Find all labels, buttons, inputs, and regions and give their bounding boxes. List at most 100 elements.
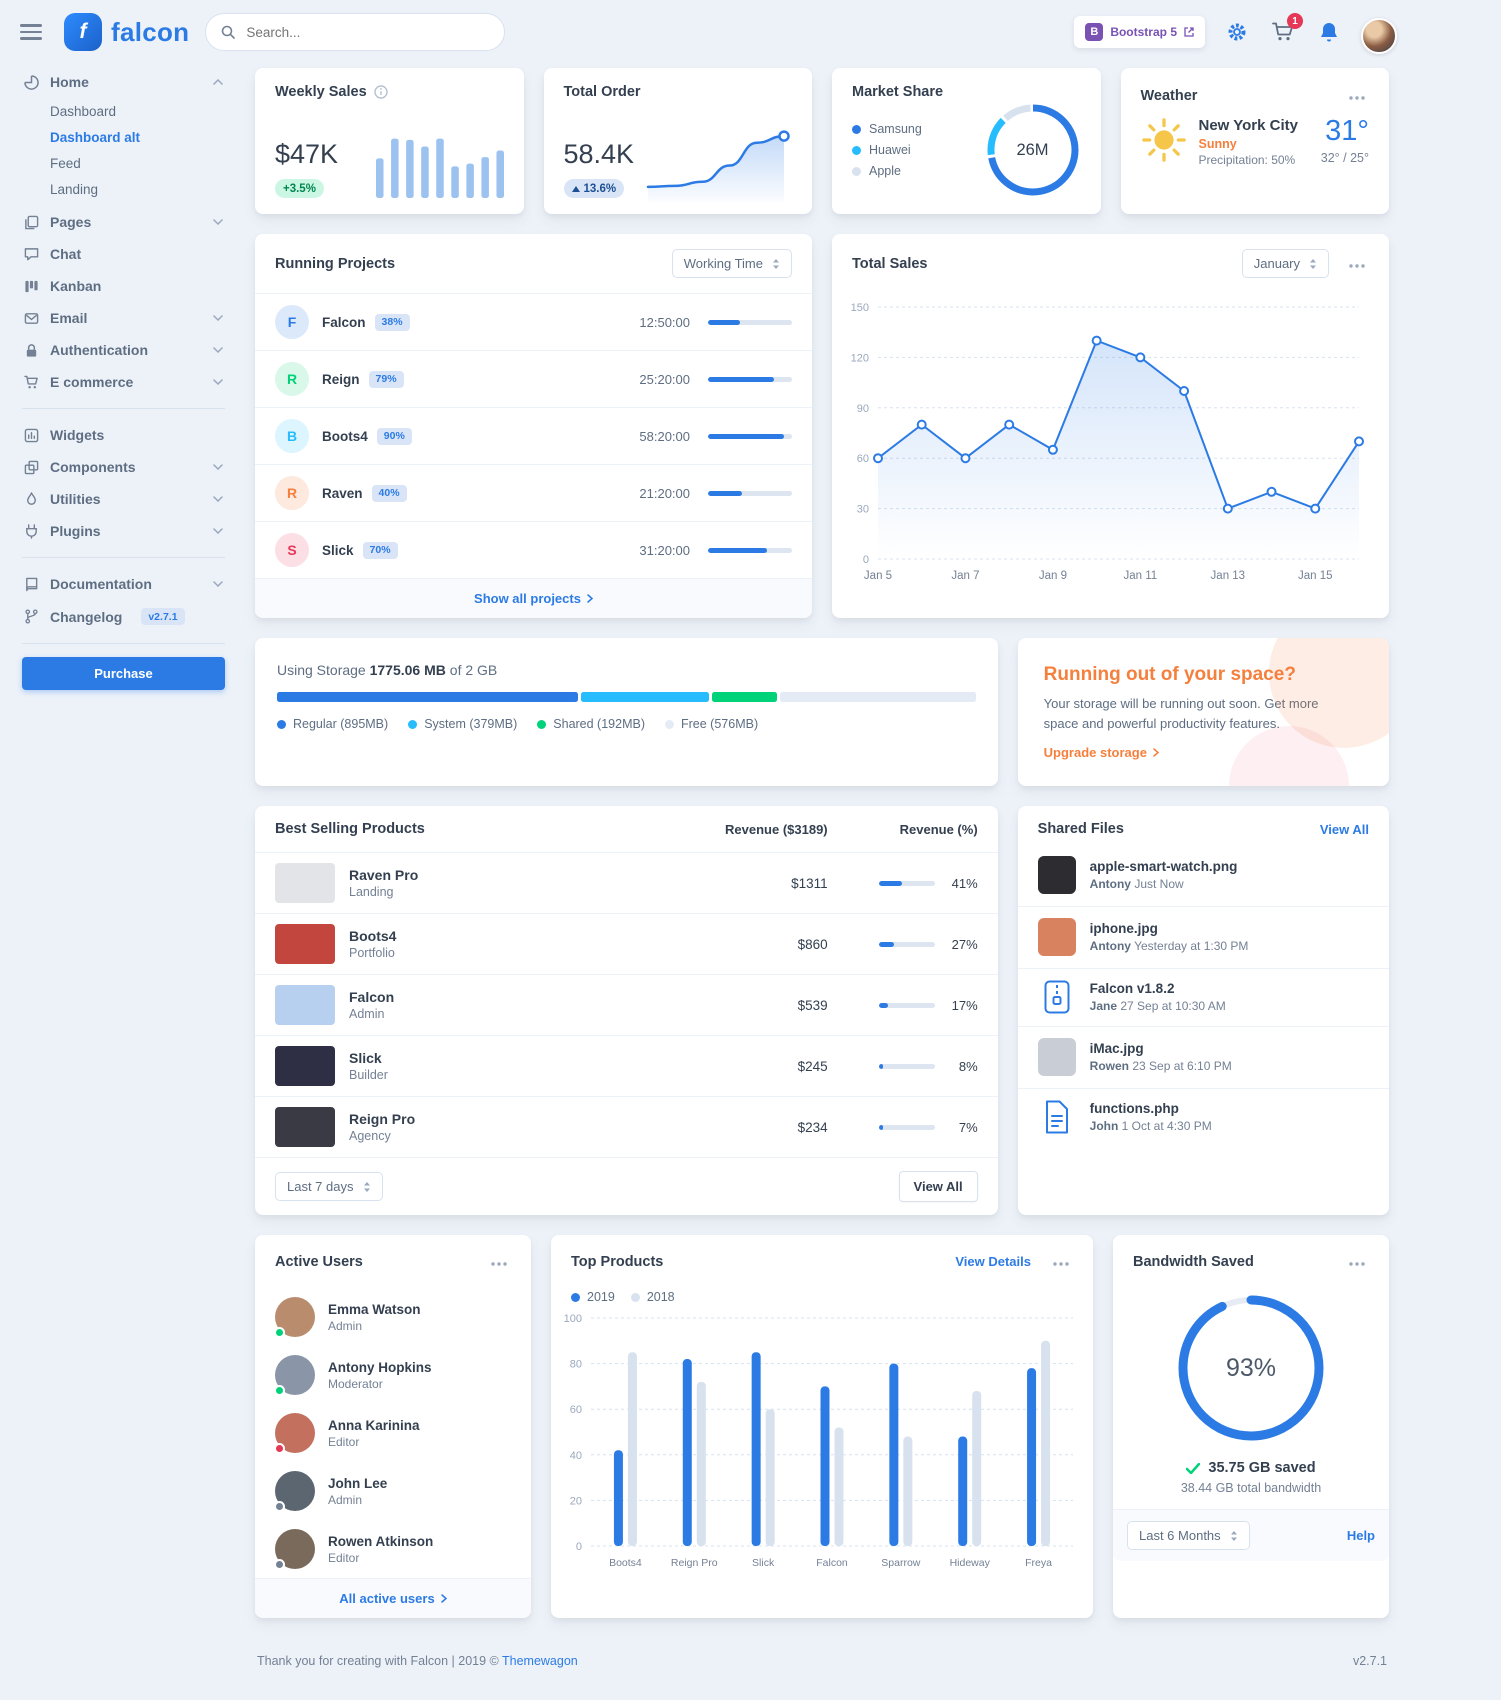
sidebar-item-dashboard-alt[interactable]: Dashboard alt [50, 129, 141, 145]
file-name-link[interactable]: Falcon v1.8.2 [1089, 981, 1175, 996]
month-select[interactable]: January [1241, 249, 1329, 278]
card-title: Bandwidth Saved [1133, 1253, 1254, 1270]
card-menu-button[interactable] [1345, 84, 1369, 107]
sidebar-item-feed[interactable]: Feed [50, 155, 81, 171]
sidebar-item-utilities[interactable]: Utilities [22, 483, 225, 515]
user-avatar [274, 1355, 315, 1396]
project-time: 12:50:00 [639, 314, 690, 330]
file-name-link[interactable]: iMac.jpg [1089, 1041, 1144, 1056]
user-row: Emma Watson Admin [255, 1288, 531, 1346]
project-name-link[interactable]: Falcon [322, 314, 366, 330]
show-all-projects-link[interactable]: Show all projects [255, 578, 812, 618]
bandwidth-percent: 93% [1225, 1353, 1277, 1382]
all-active-users-link[interactable]: All active users [255, 1578, 531, 1618]
file-name-link[interactable]: iphone.jpg [1089, 921, 1158, 936]
sidebar-item-authentication[interactable]: Authentication [22, 334, 225, 366]
svg-text:0: 0 [576, 1541, 582, 1553]
user-name-link[interactable]: Anna Karinina [328, 1417, 420, 1433]
sidebar-item-documentation[interactable]: Documentation [22, 568, 225, 600]
view-details-link[interactable]: View Details [955, 1254, 1031, 1269]
product-name-link[interactable]: Slick [349, 1050, 382, 1066]
legend-item: System (379MB) [408, 717, 517, 731]
product-name-link[interactable]: Falcon [349, 989, 395, 1005]
sidebar-item-pages[interactable]: Pages [22, 206, 225, 238]
project-name-link[interactable]: Raven [322, 485, 363, 501]
product-name-link[interactable]: Boots4 [349, 928, 397, 944]
brand-logo[interactable]: f falcon [64, 13, 189, 51]
profile-avatar-button[interactable] [1361, 18, 1397, 54]
upgrade-storage-link[interactable]: Upgrade storage [1044, 745, 1159, 760]
sidebar-item-changelog[interactable]: Changelog v2.7.1 [22, 600, 225, 633]
sidebar-item-plugins[interactable]: Plugins [22, 515, 225, 547]
running-projects-card: Running Projects Working Time F Falcon 38… [255, 234, 812, 618]
svg-text:80: 80 [570, 1359, 582, 1371]
project-progress-bar [708, 490, 792, 496]
themewagon-link[interactable]: Themewagon [502, 1654, 578, 1668]
search-input[interactable] [244, 23, 490, 41]
user-role: Editor [328, 1434, 360, 1449]
file-name-link[interactable]: functions.php [1089, 1101, 1179, 1116]
column-header-revenue: Revenue ($3189) [725, 821, 828, 837]
sidebar-item-label: Plugins [50, 523, 101, 539]
sidebar-item-label: Authentication [50, 342, 148, 358]
sidebar-item-label: Home [50, 74, 89, 90]
weather-precipitation: Precipitation: 50% [1198, 153, 1296, 167]
card-menu-button[interactable] [1345, 1250, 1369, 1273]
ellipsis-icon [491, 1262, 507, 1266]
working-time-select[interactable]: Working Time [671, 249, 792, 278]
view-all-link[interactable]: View All [1319, 821, 1369, 837]
chevron-down-icon [213, 219, 223, 225]
cart-button[interactable]: 1 [1269, 13, 1303, 46]
date-range-select[interactable]: Last 7 days [275, 1172, 383, 1201]
sidebar-item-dashboard[interactable]: Dashboard [50, 103, 117, 119]
project-name-link[interactable]: Reign [322, 371, 360, 387]
file-name-link[interactable]: apple-smart-watch.png [1089, 859, 1238, 874]
info-icon[interactable] [373, 85, 388, 99]
revenue-percent: 17% [951, 997, 978, 1013]
product-row: Boots4 Portfolio $860 27% [255, 913, 998, 974]
card-menu-button[interactable] [487, 1250, 511, 1273]
svg-text:60: 60 [570, 1404, 582, 1416]
sidebar-item-chat[interactable]: Chat [22, 238, 225, 270]
weather-temperature: 31° 32° / 25° [1320, 117, 1369, 166]
months-range-select[interactable]: Last 6 Months [1127, 1521, 1250, 1550]
card-menu-button[interactable] [1049, 1250, 1073, 1273]
sidebar-item-landing[interactable]: Landing [50, 181, 99, 197]
sidebar-home-submenu: Dashboard Dashboard alt Feed Landing [22, 98, 225, 206]
weather-high-low: 32° / 25° [1320, 151, 1369, 165]
legend-item: Apple [852, 164, 922, 178]
sidebar-item-kanban[interactable]: Kanban [22, 270, 225, 302]
svg-text:Hideway: Hideway [950, 1557, 991, 1569]
settings-button[interactable] [1223, 18, 1251, 46]
status-dot [274, 1501, 285, 1512]
hamburger-menu-button[interactable] [20, 24, 42, 40]
search-box[interactable] [205, 13, 506, 51]
user-name-link[interactable]: Emma Watson [328, 1301, 421, 1317]
revenue-percent: 27% [951, 936, 978, 952]
card-menu-button[interactable] [1345, 252, 1369, 275]
project-name-link[interactable]: Slick [322, 542, 354, 558]
help-link[interactable]: Help [1346, 1528, 1375, 1543]
sidebar-item-email[interactable]: Email [22, 302, 225, 334]
user-name-link[interactable]: John Lee [328, 1475, 388, 1491]
sidebar-item-components[interactable]: Components [22, 451, 225, 483]
chevron-down-icon [213, 315, 223, 321]
flame-icon [27, 491, 36, 505]
sidebar-item-label: Pages [50, 214, 92, 230]
user-name-link[interactable]: Rowen Atkinson [328, 1533, 434, 1549]
view-all-button[interactable]: View All [898, 1171, 978, 1202]
sidebar-item-widgets[interactable]: Widgets [22, 419, 225, 451]
sidebar-item-ecommerce[interactable]: E commerce [22, 366, 225, 398]
svg-text:20: 20 [570, 1495, 582, 1507]
bootstrap-badge-button[interactable]: B Bootstrap 5 [1074, 16, 1205, 48]
product-name-link[interactable]: Reign Pro [349, 1111, 416, 1127]
notifications-button[interactable] [1315, 18, 1343, 46]
product-name-link[interactable]: Raven Pro [349, 867, 419, 883]
card-title: Total Sales [852, 255, 928, 272]
sidebar-item-home[interactable]: Home [22, 66, 225, 98]
legend-item: Shared (192MB) [537, 717, 645, 731]
project-name-link[interactable]: Boots4 [322, 428, 368, 444]
external-link-icon [1184, 27, 1194, 37]
user-name-link[interactable]: Antony Hopkins [328, 1359, 432, 1375]
purchase-button[interactable]: Purchase [22, 657, 225, 690]
